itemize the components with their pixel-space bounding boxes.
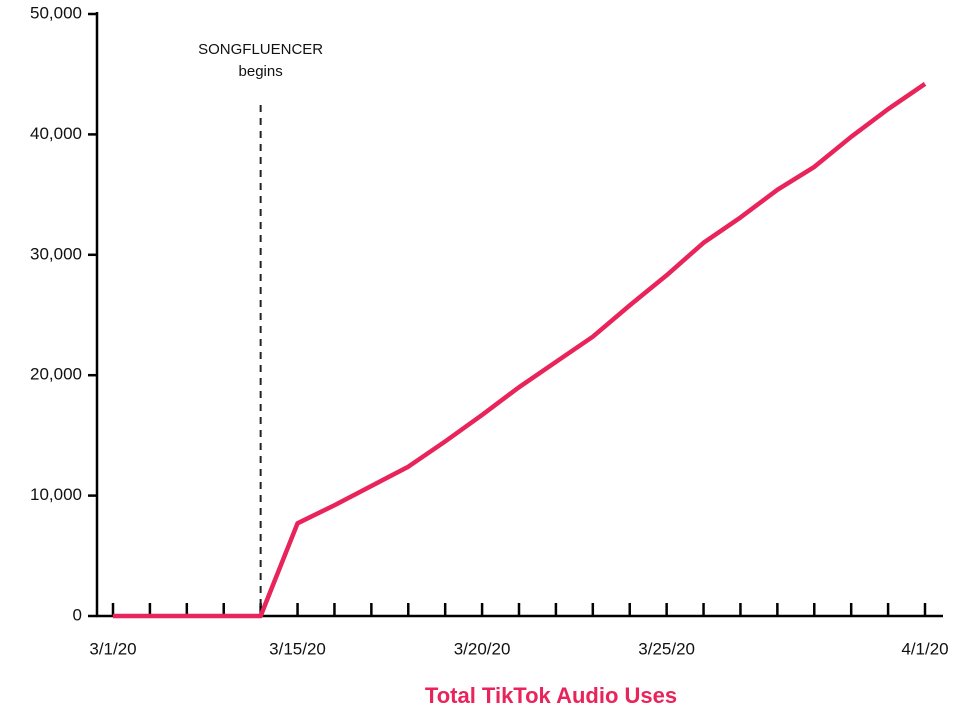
y-tick-label: 40,000	[30, 124, 82, 143]
x-tick-label: 3/15/20	[269, 639, 326, 658]
y-tick-label: 20,000	[30, 365, 82, 384]
y-tick-label: 50,000	[30, 3, 82, 22]
annotation: begins	[239, 63, 283, 80]
y-tick-label: 10,000	[30, 485, 82, 504]
line-series	[113, 81, 927, 619]
annotation: SONGFLUENCER	[198, 41, 323, 58]
y-tick-label: 0	[73, 605, 82, 624]
x-axis-title: Total TikTok Audio Uses	[425, 683, 677, 708]
x-tick-label: 4/1/20	[901, 639, 948, 658]
y-tick-label: 30,000	[30, 244, 82, 263]
x-tick-label: 3/25/20	[638, 639, 695, 658]
x-tick-label: 3/1/20	[89, 639, 136, 658]
x-tick-label: 3/20/20	[454, 639, 511, 658]
